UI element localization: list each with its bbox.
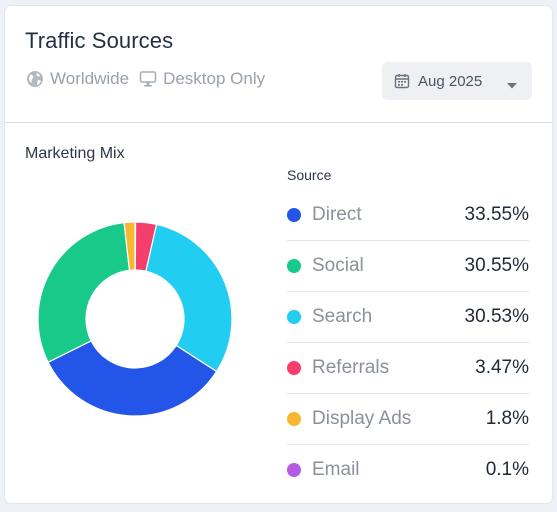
legend-row: Search 30.53% (287, 292, 529, 343)
chevron-down-icon (506, 77, 518, 94)
legend-row: Direct 33.55% (287, 190, 529, 241)
donut-slice-display-ads[interactable] (123, 221, 136, 271)
legend-row: Display Ads 1.8% (287, 394, 529, 445)
card-header: Traffic Sources Worldwide Desktop Only (5, 6, 552, 123)
donut-slice-social[interactable] (37, 221, 131, 364)
legend-dot (287, 412, 301, 426)
legend-source-name: Display Ads (312, 408, 412, 429)
legend-dot (287, 463, 301, 477)
legend-dot (287, 361, 301, 375)
legend-dot (287, 208, 301, 222)
legend-dot (287, 310, 301, 324)
legend-source-value: 30.55% (464, 255, 529, 276)
legend-source-name: Social (312, 255, 364, 276)
legend-source-name: Direct (312, 204, 362, 225)
section-label: Marketing Mix (25, 145, 125, 162)
filter-bar: Worldwide Desktop Only (26, 69, 275, 89)
legend-source-value: 3.47% (475, 357, 529, 378)
legend: Source Direct 33.55% Social 30.55% Search 30.… (287, 166, 529, 495)
donut-slice-direct[interactable] (47, 340, 218, 417)
legend-header: Source (287, 167, 332, 183)
date-select-value: Aug 2025 (418, 72, 483, 90)
legend-row: Email 0.1% (287, 445, 529, 495)
legend-source-name: Search (312, 306, 373, 327)
legend-source-value: 33.55% (464, 204, 529, 225)
traffic-sources-card: Traffic Sources Worldwide Desktop Only (5, 6, 552, 503)
legend-source-value: 0.1% (485, 459, 529, 480)
filter-worldwide[interactable]: Worldwide (26, 69, 129, 89)
filter-desktop-label: Desktop Only (163, 69, 266, 88)
legend-row: Referrals 3.47% (287, 343, 529, 394)
donut-chart (37, 221, 233, 417)
filter-worldwide-label: Worldwide (50, 69, 130, 88)
legend-source-name: Referrals (312, 357, 390, 378)
donut-slice-search[interactable] (145, 223, 233, 373)
legend-source-value: 1.8% (485, 408, 529, 429)
date-select[interactable]: Aug 2025 (382, 62, 532, 100)
legend-source-value: 30.53% (464, 306, 529, 327)
filter-desktop[interactable]: Desktop Only (139, 69, 265, 89)
card-title: Traffic Sources (25, 28, 174, 53)
desktop-icon (139, 71, 157, 87)
legend-dot (287, 259, 301, 273)
globe-icon (27, 71, 43, 87)
legend-source-name: Email (312, 459, 360, 480)
legend-row: Social 30.55% (287, 241, 529, 292)
calendar-icon (394, 73, 410, 89)
